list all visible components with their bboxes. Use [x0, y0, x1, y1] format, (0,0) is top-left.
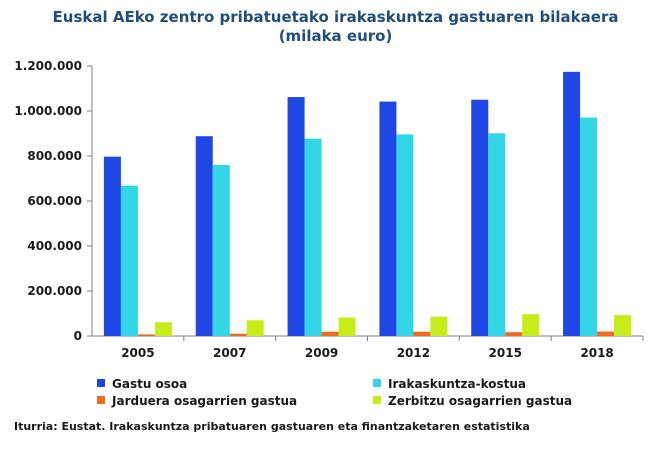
- bar-2018-1: [563, 71, 581, 336]
- legend-label: Jarduera osagarrien gastua: [112, 394, 298, 408]
- source-note: Iturria: Eustat. Irakaskuntza pribatuare…: [14, 420, 530, 433]
- legend-label: Zerbitzu osagarrien gastua: [388, 394, 573, 408]
- y-tick-label: 1.200.000: [14, 59, 82, 73]
- y-tick-label: 800.000: [27, 149, 82, 163]
- bar-2018-3: [597, 331, 615, 336]
- bar-2012-3: [413, 331, 431, 336]
- x-tick-label: 2005: [121, 346, 154, 360]
- legend-item-zerbitzu: Zerbitzu osagarrien gastua: [373, 394, 572, 408]
- bar-2015-3: [505, 332, 523, 336]
- bar-2005-1: [103, 156, 121, 336]
- y-tick-label: 0: [74, 329, 82, 343]
- bar-2005-4: [154, 322, 172, 336]
- chart-title: Euskal AEko zentro pribatuetako irakasku…: [0, 8, 671, 46]
- bar-2009-4: [338, 317, 356, 336]
- bar-2007-1: [195, 136, 213, 336]
- chart-title-main: Euskal AEko zentro pribatuetako irakasku…: [52, 8, 619, 26]
- bar-2012-2: [396, 134, 414, 336]
- y-tick-label: 200.000: [27, 284, 82, 298]
- x-tick-label: 2018: [580, 346, 613, 360]
- bar-2018-2: [580, 117, 598, 337]
- bar-2005-3: [137, 334, 155, 336]
- bar-2015-2: [488, 133, 506, 336]
- bar-2005-2: [120, 185, 138, 336]
- bar-2007-3: [229, 333, 247, 336]
- legend-item-jarduera: Jarduera osagarrien gastua: [97, 394, 297, 408]
- y-tick-label: 1.000.000: [14, 104, 82, 118]
- legend-item-gastu-osoa: Gastu osoa: [97, 377, 187, 391]
- y-tick-label: 600.000: [27, 194, 82, 208]
- legend-item-irakaskuntza-kostua: Irakaskuntza-kostua: [373, 377, 526, 391]
- legend-swatch-jarduera: [97, 396, 105, 404]
- bar-2018-4: [614, 315, 632, 336]
- bar-2007-2: [212, 165, 230, 336]
- bar-2015-4: [522, 314, 540, 336]
- x-tick-label: 2012: [397, 346, 430, 360]
- bar-2015-1: [471, 99, 489, 336]
- legend-label: Gastu osoa: [112, 377, 188, 391]
- bar-2012-1: [379, 101, 397, 336]
- x-tick-label: 2007: [213, 346, 246, 360]
- bar-2007-4: [246, 320, 264, 336]
- bar-2009-1: [287, 97, 305, 336]
- legend-swatch-irakaskuntza-kostua: [373, 379, 381, 387]
- bar-2009-3: [321, 331, 339, 336]
- bar-2009-2: [304, 138, 322, 336]
- legend-label: Irakaskuntza-kostua: [388, 377, 526, 391]
- bar-chart: 0 200.000 400.000 600.000 800.000 1.000.000 1.…: [14, 59, 644, 360]
- y-tick-label: 400.000: [27, 239, 82, 253]
- legend-swatch-gastu-osoa: [97, 379, 105, 387]
- x-tick-label: 2015: [489, 346, 522, 360]
- legend-swatch-zerbitzu: [373, 396, 381, 404]
- bar-2012-4: [430, 316, 448, 336]
- x-tick-label: 2009: [305, 346, 338, 360]
- chart-subtitle: (milaka euro): [278, 27, 393, 45]
